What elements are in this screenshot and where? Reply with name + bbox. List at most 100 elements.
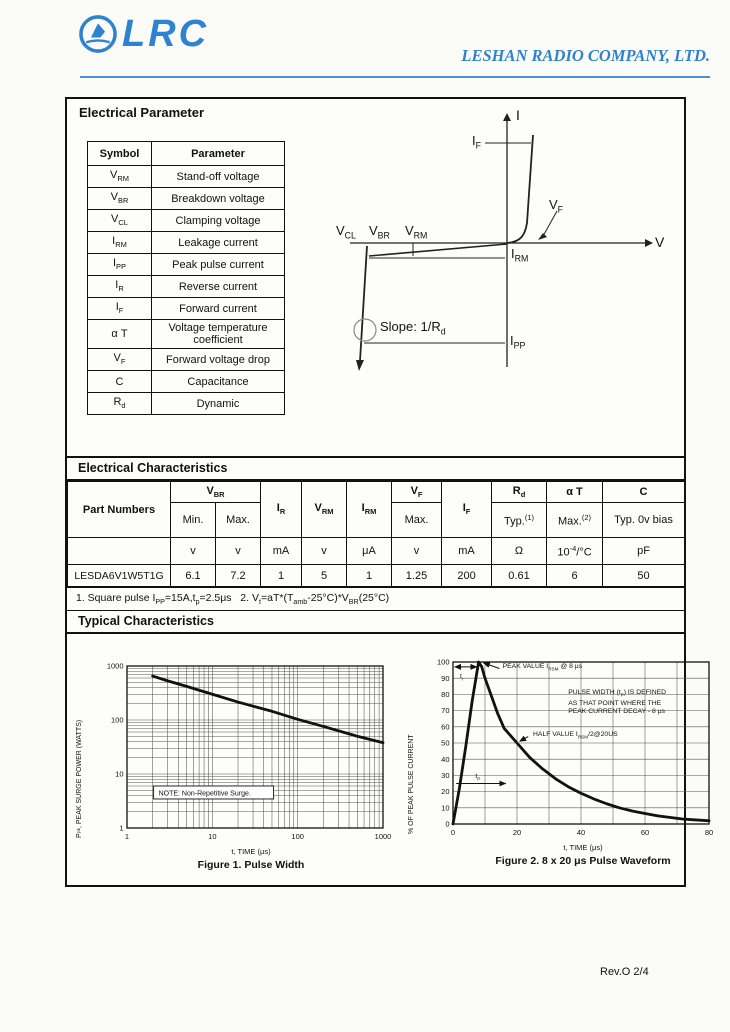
parameter-row: Rd Dynamic [87, 392, 285, 415]
axis-tick-label: 10 [115, 770, 123, 779]
section-title-electrical-parameter: Electrical Parameter [79, 105, 205, 120]
parameter-cell: Reverse current [151, 275, 285, 298]
parameter-header-row: Symbol Parameter [87, 141, 285, 166]
v-axis-arrow [645, 239, 653, 247]
v-axis-label: V [655, 234, 665, 250]
fig2-plot: 0 20 40 60 80 0 10 20 30 40 50 60 70 80 90 100 PEAK VALU… [423, 654, 723, 842]
col-vbr-min: Min. [170, 502, 216, 538]
parameter-header: Parameter [151, 141, 285, 166]
symbol-cell: IPP [87, 253, 152, 276]
axis-tick-label: 100 [291, 832, 304, 841]
irm-label: IRM [511, 246, 529, 264]
fig2-x-axis-title: t, TIME (μs) [563, 843, 603, 852]
parameter-row: VCL Clamping voltage [87, 209, 285, 232]
units-blank-cell [67, 537, 171, 565]
breakdown-arrow [356, 360, 364, 371]
unit-cell: mA [260, 537, 303, 565]
axis-tick-label: 1 [119, 824, 123, 833]
axis-tick-label: 20 [441, 787, 449, 796]
axis-tick-label: 1000 [375, 832, 391, 841]
parameter-cell: Leakage current [151, 231, 285, 254]
fig1-plot: 1 10 100 1000 1 10 100 1000 NOTE: Non-Repetitive… [91, 658, 391, 846]
vbr-label: VBR [369, 223, 390, 241]
parameter-cell: Clamping voltage [151, 209, 285, 232]
col-vbr-max: Max. [214, 502, 262, 538]
vf-label: VF [549, 197, 564, 215]
logo-text: LRC [122, 13, 210, 55]
axis-tick-label: 20 [513, 828, 521, 837]
pulse-waveform-chart: 0 20 40 60 80 0 10 20 30 40 50 60 70 80 90 100 [437, 658, 713, 837]
parameter-row: IRM Leakage current [87, 231, 285, 254]
parameter-cell: Breakdown voltage [151, 187, 285, 210]
if-label: IF [472, 133, 482, 151]
parameter-row: α T Voltage temperature coefficient [87, 319, 285, 349]
fig2-caption: Figure 2. 8 x 20 μs Pulse Waveform [495, 855, 671, 867]
symbol-cell: α T [87, 319, 152, 349]
characteristics-header-row-1: Part Numbers VBR IR VRM IRM VF IF Rd α T… [67, 481, 686, 538]
data-curve [151, 674, 385, 745]
unit-cell: v [214, 537, 262, 565]
iv-curve-plot [350, 113, 653, 371]
symbol-header: Symbol [87, 141, 152, 166]
slope-label: Slope: 1/Rd [380, 319, 446, 337]
col-rd-typ: Typ.(1) [491, 502, 548, 538]
symbol-cell: IRM [87, 231, 152, 254]
col-c: C [602, 481, 686, 503]
value-cell: 6.1 [170, 564, 216, 587]
value-cell: 50 [602, 564, 686, 587]
fig2-y-axis-title: % OF PEAK PULSE CURRENT [408, 734, 415, 834]
i-axis-label: I [516, 107, 520, 123]
col-if: IF [441, 481, 493, 538]
col-vbr: VBR [169, 481, 262, 503]
i-axis-arrow [503, 113, 511, 121]
parameter-cell: Stand-off voltage [151, 165, 285, 188]
axis-tick-label: 0 [451, 828, 455, 837]
col-irm: IRM [346, 481, 393, 538]
parameter-row: VRM Stand-off voltage [87, 165, 285, 188]
axis-tick-label: 50 [441, 739, 449, 748]
parameter-cell: Dynamic [151, 392, 285, 415]
col-at-max: Max.(2) [546, 502, 604, 538]
value-cell: 0.61 [491, 564, 548, 587]
symbol-cell: VCL [87, 209, 152, 232]
symbol-cell: Rd [87, 392, 152, 415]
parameter-cell: Voltage temperature coefficient [151, 319, 285, 349]
axis-tick-label: 1000 [107, 662, 124, 671]
symbol-cell: VRM [87, 165, 152, 188]
value-cell: 6 [546, 564, 604, 587]
content-frame: Electrical Parameter Symbol Parameter VR… [65, 97, 713, 887]
symbol-cell: IF [87, 297, 152, 320]
chart-annotation: tr [460, 672, 464, 681]
part-number-cell: LESDA6V1W5T1G [67, 564, 171, 587]
figure-pulse-waveform: % OF PEAK PULSE CURRENT 0 20 40 60 80 0 10 20 30… [407, 654, 730, 867]
section-title-electrical-characteristics: Electrical Characteristics [78, 461, 228, 475]
symbol-cell: IR [87, 275, 152, 298]
data-curve [451, 660, 711, 826]
vrm-label: VRM [405, 223, 428, 241]
electrical-parameter-section: Electrical Parameter Symbol Parameter VR… [67, 99, 684, 458]
axis-tick-label: 100 [437, 658, 450, 667]
col-ir: IR [260, 481, 303, 538]
typical-characteristics-header: Typical Characteristics [67, 610, 684, 634]
axis-tick-label: 30 [441, 771, 449, 780]
parameter-row: VF Forward voltage drop [87, 348, 285, 371]
note-box [153, 785, 275, 800]
col-vf-max: Max. [391, 502, 443, 538]
iv-curve-diagram: I V IF VF VCL VBR VRM IRM IPP Slope: 1/R… [335, 105, 675, 405]
table-footnote: 1. Square pulse IPP=15A,tp=2.5μs 2. Vt=a… [67, 587, 684, 608]
unit-cell: v [170, 537, 216, 565]
axis-tick-label: 90 [441, 674, 449, 683]
unit-cell: μA [346, 537, 393, 565]
value-cell: 7.2 [214, 564, 262, 587]
value-cell: 200 [441, 564, 493, 587]
section-title-typical-characteristics: Typical Characteristics [78, 614, 214, 628]
value-cell: 1 [260, 564, 303, 587]
parameter-row: VBR Breakdown voltage [87, 187, 285, 210]
chart-annotation: PEAK VALUE IRSM @ 8 μs [502, 662, 583, 672]
lrc-logo: LRC [78, 14, 209, 54]
unit-cell: pF [602, 537, 686, 565]
pulse-width-chart: 1 10 100 1000 1 10 100 1000 NOTE: Non-Repetitive… [107, 662, 391, 841]
